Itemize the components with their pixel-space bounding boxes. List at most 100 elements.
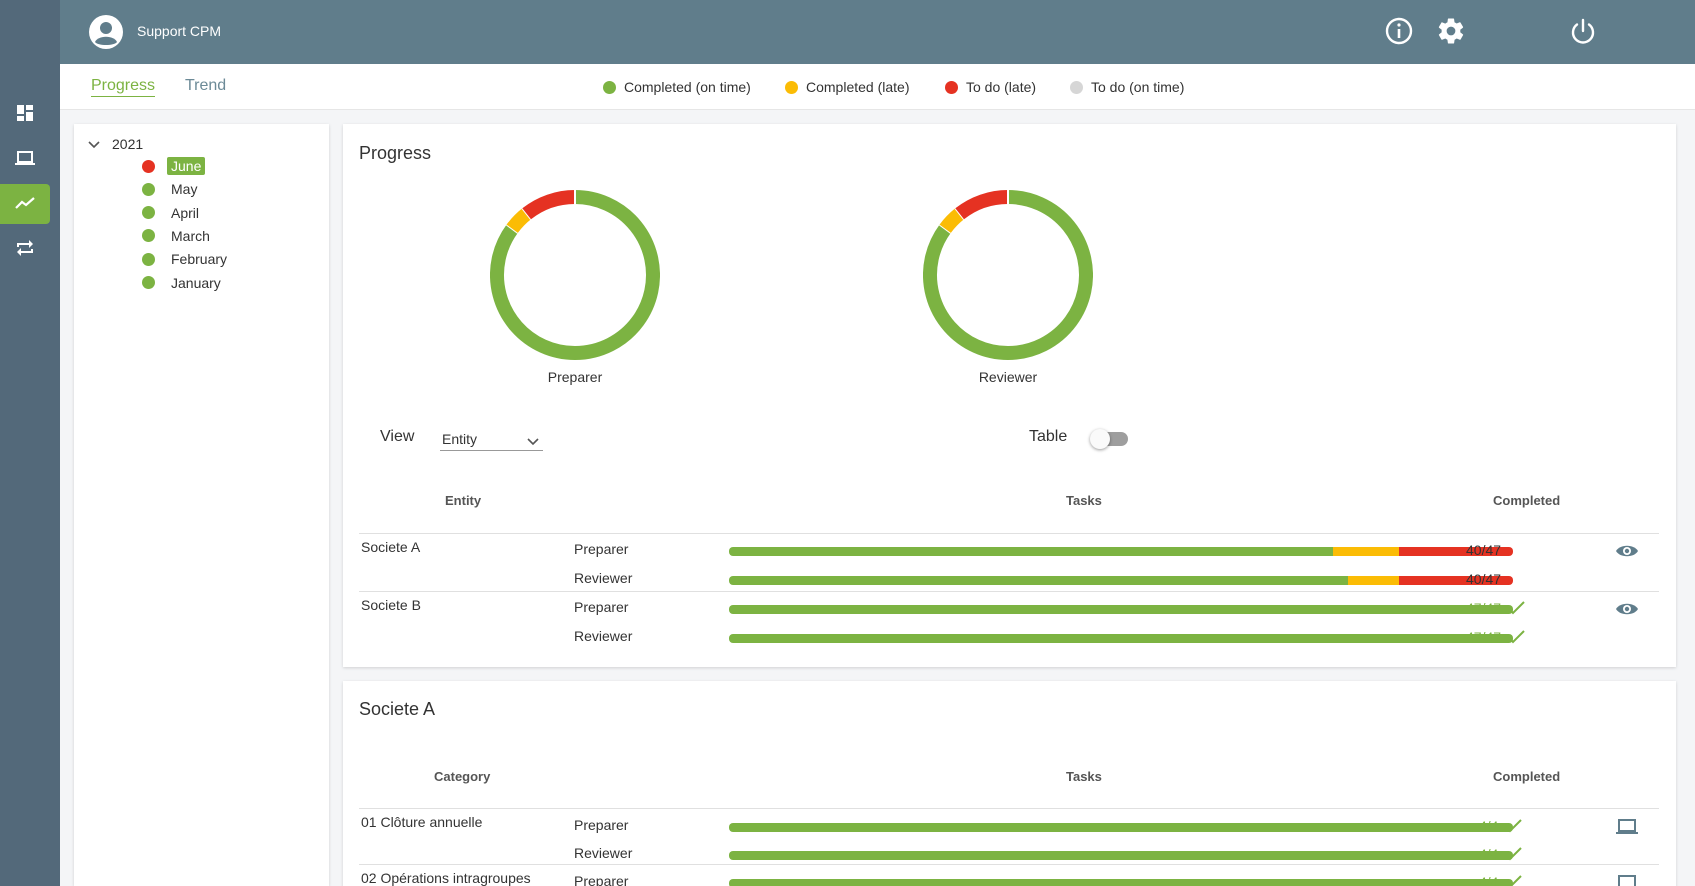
on-time-arc: [923, 190, 1093, 360]
sidebar-item-workstation[interactable]: [0, 139, 50, 179]
completed-count-value: 47/47: [1466, 600, 1502, 616]
completed-count-value: 40/47: [1466, 571, 1502, 587]
laptop-icon[interactable]: [1614, 817, 1640, 837]
completed-count-value: 47/47: [1466, 629, 1502, 645]
reviewer-donut: [923, 190, 1093, 360]
legend-label: Completed (on time): [624, 79, 751, 95]
power-icon[interactable]: [1566, 14, 1600, 48]
on-time-segment: [729, 634, 1513, 643]
sidebar-item-repeat[interactable]: [0, 229, 50, 269]
table-toggle[interactable]: [1090, 429, 1128, 449]
top-bar: Support CPM: [0, 0, 1695, 64]
entity-name[interactable]: Societe B: [361, 597, 421, 613]
chevron-down-icon: [527, 433, 539, 449]
legend-label: Completed (late): [806, 79, 910, 95]
completed-count-value: 4/4: [1479, 846, 1499, 862]
eye-icon[interactable]: [1614, 541, 1640, 561]
on-time-segment: [729, 576, 1349, 585]
column-header-tasks: Tasks: [1066, 769, 1102, 784]
role-label: Reviewer: [574, 845, 633, 861]
task-progress-bar: [729, 851, 1513, 860]
row-divider: [359, 533, 1659, 534]
completed-count: 40/47: [1466, 542, 1501, 558]
completed-count: 40/47: [1466, 571, 1501, 587]
tab-trend[interactable]: Trend: [185, 77, 227, 94]
status-dot: [142, 276, 155, 289]
gear-icon[interactable]: [1434, 14, 1468, 48]
user-avatar-icon[interactable]: [88, 14, 124, 50]
tree-year-label: 2021: [112, 136, 144, 152]
check-icon: [1507, 630, 1525, 644]
legend-dot: [945, 80, 958, 94]
tree-year-2021[interactable]: 2021: [88, 136, 143, 152]
status-dot: [142, 229, 155, 243]
legend-todo-on-time: To do (on time): [1070, 79, 1184, 95]
column-header-completed: Completed: [1493, 769, 1561, 784]
legend-completed-late: Completed (late): [785, 79, 910, 95]
on-time-segment: [729, 547, 1333, 556]
column-header-tasks: Tasks: [1066, 493, 1102, 508]
tree-month-5[interactable]: January: [142, 274, 225, 292]
late-arc: [939, 208, 965, 234]
sub-header: Progress Trend Completed (on time) Compl…: [60, 64, 1695, 110]
legend-label: To do (late): [966, 79, 1037, 95]
reviewer-donut-label: Reviewer: [978, 369, 1038, 385]
task-progress-bar: [729, 576, 1513, 585]
tree-month-4[interactable]: February: [142, 250, 231, 268]
view-select[interactable]: Entity: [440, 429, 543, 451]
category-name[interactable]: 02 Opérations intragroupes: [361, 870, 531, 886]
eye-icon[interactable]: [1614, 599, 1640, 619]
laptop-icon: [14, 149, 36, 170]
laptop-icon[interactable]: [1614, 873, 1640, 886]
row-divider: [359, 591, 1659, 592]
chevron-down-icon[interactable]: [88, 136, 104, 152]
check-icon: [1504, 875, 1523, 886]
role-label: Preparer: [574, 599, 629, 615]
legend-completed-on-time: Completed (on time): [603, 79, 751, 95]
tree-month-0[interactable]: June: [142, 157, 206, 175]
column-header-completed: Completed: [1493, 493, 1561, 508]
status-dot: [142, 206, 155, 220]
todo-late-segment: [1399, 576, 1513, 585]
check-icon: [1504, 819, 1523, 833]
info-icon[interactable]: [1382, 14, 1416, 48]
role-label: Preparer: [574, 541, 629, 557]
top-left-corner: [0, 0, 60, 64]
on-time-segment: [729, 851, 1513, 860]
tree-month-1[interactable]: May: [142, 180, 201, 198]
entity-name[interactable]: Societe A: [361, 539, 421, 555]
tree-month-label: May: [171, 181, 198, 198]
sidebar-item-dashboard[interactable]: [0, 94, 50, 134]
todo-late-arc: [955, 190, 1009, 220]
tree-month-label: February: [171, 251, 228, 268]
tree-month-label: January: [171, 274, 221, 291]
status-dot: [142, 159, 155, 173]
sidebar: [0, 64, 60, 886]
preparer-donut: [490, 190, 660, 360]
completed-count: 4/4: [1479, 818, 1523, 834]
role-label: Reviewer: [574, 570, 633, 586]
progress-title: Progress: [359, 143, 432, 163]
category-name[interactable]: 01 Clôture annuelle: [361, 814, 483, 830]
sidebar-item-progress[interactable]: [0, 184, 50, 224]
legend-dot: [785, 80, 798, 94]
tab-progress[interactable]: Progress: [91, 77, 156, 97]
tree-month-2[interactable]: April: [142, 204, 203, 222]
on-time-segment: [729, 823, 1513, 832]
on-time-segment: [729, 879, 1513, 886]
late-segment: [1348, 576, 1400, 585]
role-label: Reviewer: [574, 628, 633, 644]
todo-late-arc: [522, 190, 576, 220]
completed-count: 4/4: [1479, 846, 1523, 862]
tree-month-3[interactable]: March: [142, 227, 214, 245]
period-tree: 2021 June May April March February January: [74, 124, 329, 886]
legend-todo-late: To do (late): [945, 79, 1036, 95]
entity-detail-card: Societe A Category Tasks Completed 01 Cl…: [343, 681, 1676, 886]
row-divider: [359, 808, 1659, 809]
completed-count: 47/47: [1466, 600, 1525, 616]
column-header-entity: Entity: [445, 493, 482, 508]
completed-count: 4/4: [1479, 874, 1523, 886]
task-progress-bar: [729, 823, 1513, 832]
legend-dot: [1070, 80, 1083, 94]
check-icon: [1504, 847, 1523, 861]
